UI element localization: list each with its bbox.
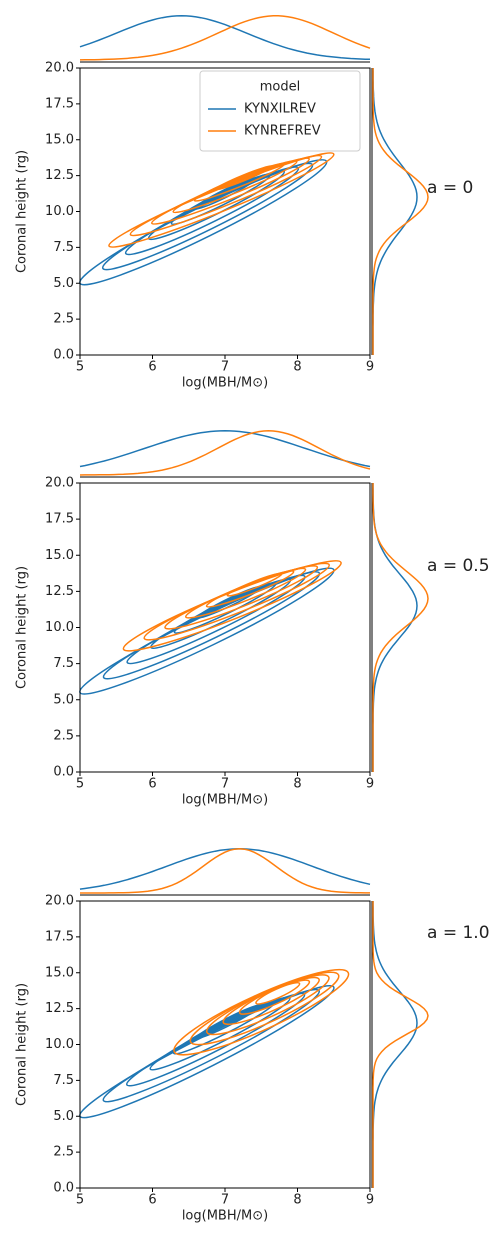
- top-marginal-density: [80, 16, 370, 60]
- x-tick-label: 8: [293, 360, 301, 375]
- x-axis-label: log(MBH/M⊙): [182, 1209, 268, 1224]
- y-tick-label: 0.0: [53, 348, 74, 363]
- joint-plot: 5 6 7 8 9 0.0 2.5 5.0 7.5 10.0 12.5 15.0 17.5 20.0 log…: [15, 16, 474, 391]
- annotation: a = 0: [427, 178, 473, 198]
- x-tick-label: 5: [76, 777, 84, 792]
- joint-plot: 5 6 7 8 9 0.0 2.5 5.0 7.5 10.0 12.5 15.0 17.5 20.0 log…: [15, 431, 490, 808]
- x-tick-label: 8: [293, 777, 301, 792]
- y-tick-label: 15.0: [45, 548, 74, 563]
- x-axis-label: log(MBH/M⊙): [182, 376, 268, 391]
- y-axis-label: Coronal height (rg): [15, 150, 30, 273]
- y-tick-label: 17.5: [45, 96, 74, 111]
- x-tick-label: 9: [366, 1193, 374, 1208]
- top-marginal-density: [80, 849, 370, 889]
- y-tick-label: 0.0: [53, 1181, 74, 1196]
- x-tick-label: 5: [76, 360, 84, 375]
- y-tick-label: 5.0: [53, 1109, 74, 1124]
- x-tick-label: 9: [366, 360, 374, 375]
- y-tick-label: 15.0: [45, 132, 74, 147]
- page: 5 6 7 8 9 0.0 2.5 5.0 7.5 10.0 12.5 15.0 17.5 20.0 log…: [0, 0, 498, 1235]
- y-tick-label: 10.0: [45, 620, 74, 635]
- top-marginal-density: [80, 16, 370, 60]
- x-tick-label: 6: [148, 777, 156, 792]
- annotation: a = 0.5: [427, 556, 490, 576]
- legend-title: model: [260, 80, 300, 95]
- x-tick-label: 5: [76, 1193, 84, 1208]
- right-marginal-density: [373, 483, 417, 772]
- y-axis-label: Coronal height (rg): [15, 983, 30, 1106]
- axes-frame: [80, 901, 370, 1188]
- density-contour: [73, 556, 340, 706]
- y-tick-label: 17.5: [45, 512, 74, 527]
- top-marginal-density: [80, 431, 370, 475]
- right-marginal-density: [373, 68, 428, 355]
- y-tick-label: 7.5: [53, 1073, 74, 1088]
- y-tick-label: 12.5: [45, 1001, 74, 1016]
- density-contour: [98, 979, 325, 1112]
- x-tick-label: 6: [148, 360, 156, 375]
- y-tick-label: 2.5: [53, 728, 74, 743]
- y-tick-label: 12.5: [45, 168, 74, 183]
- y-tick-label: 0.0: [53, 765, 74, 780]
- y-tick-label: 20.0: [45, 476, 74, 491]
- y-tick-label: 17.5: [45, 929, 74, 944]
- right-marginal-density: [373, 483, 428, 772]
- x-axis-label: log(MBH/M⊙): [182, 793, 268, 808]
- y-tick-label: 5.0: [53, 692, 74, 707]
- legend-label: KYNREFREV: [244, 124, 321, 139]
- right-marginal-density: [373, 901, 417, 1188]
- y-tick-label: 7.5: [53, 240, 74, 255]
- right-marginal-density: [373, 901, 428, 1188]
- y-tick-label: 2.5: [53, 312, 74, 327]
- x-tick-label: 9: [366, 777, 374, 792]
- y-tick-label: 10.0: [45, 1037, 74, 1052]
- x-tick-label: 7: [221, 777, 229, 792]
- top-marginal-density: [80, 431, 370, 467]
- y-tick-label: 15.0: [45, 965, 74, 980]
- y-tick-label: 20.0: [45, 894, 74, 909]
- joint-plot: 5 6 7 8 9 0.0 2.5 5.0 7.5 10.0 12.5 15.0 17.5 20.0 log…: [15, 849, 490, 1224]
- y-tick-label: 2.5: [53, 1145, 74, 1160]
- right-marginal-density: [373, 68, 417, 355]
- y-tick-label: 10.0: [45, 204, 74, 219]
- x-tick-label: 8: [293, 1193, 301, 1208]
- figure: 5 6 7 8 9 0.0 2.5 5.0 7.5 10.0 12.5 15.0 17.5 20.0 log…: [0, 0, 498, 1235]
- annotation: a = 1.0: [427, 923, 490, 943]
- y-tick-label: 20.0: [45, 61, 74, 76]
- x-tick-label: 7: [221, 360, 229, 375]
- y-axis-label: Coronal height (rg): [15, 566, 30, 689]
- density-contour: [167, 957, 355, 1068]
- y-tick-label: 5.0: [53, 276, 74, 291]
- y-tick-label: 7.5: [53, 656, 74, 671]
- x-tick-label: 6: [148, 1193, 156, 1208]
- x-tick-label: 7: [221, 1193, 229, 1208]
- legend-label: KYNXILREV: [244, 102, 316, 117]
- y-tick-label: 12.5: [45, 584, 74, 599]
